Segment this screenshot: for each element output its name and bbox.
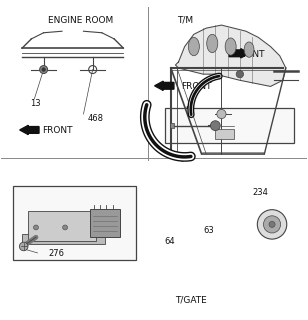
Text: T/GATE: T/GATE	[175, 295, 207, 304]
Circle shape	[42, 68, 46, 71]
Text: FRONT: FRONT	[182, 82, 212, 91]
Circle shape	[40, 66, 48, 74]
Bar	[165, 108, 294, 143]
Text: 63: 63	[203, 226, 214, 235]
Bar	[170, 123, 174, 128]
Ellipse shape	[244, 42, 254, 57]
Bar	[215, 129, 234, 139]
Circle shape	[210, 121, 220, 131]
Ellipse shape	[225, 38, 236, 55]
Bar	[4, 22, 145, 157]
Bar	[151, 22, 307, 157]
Text: 64: 64	[165, 237, 175, 246]
Text: 276: 276	[48, 249, 64, 258]
Text: FRONT: FRONT	[42, 126, 73, 135]
FancyArrow shape	[229, 49, 249, 58]
Circle shape	[63, 225, 67, 230]
Bar	[151, 160, 307, 310]
Circle shape	[217, 109, 226, 119]
Circle shape	[263, 216, 281, 233]
Circle shape	[236, 70, 244, 78]
Text: ENGINE ROOM: ENGINE ROOM	[48, 16, 113, 25]
Circle shape	[19, 242, 28, 251]
Bar	[13, 186, 136, 260]
Text: T/M: T/M	[176, 16, 193, 25]
Bar	[90, 209, 120, 237]
Circle shape	[34, 225, 38, 230]
Ellipse shape	[207, 34, 218, 53]
Text: 234: 234	[252, 188, 268, 197]
Circle shape	[257, 210, 287, 239]
Text: 468: 468	[88, 114, 104, 123]
Bar	[22, 234, 105, 244]
FancyArrow shape	[155, 81, 174, 90]
Circle shape	[269, 221, 275, 228]
Text: 13: 13	[30, 99, 40, 108]
FancyArrow shape	[20, 125, 39, 134]
Ellipse shape	[188, 37, 199, 56]
Bar	[28, 211, 96, 241]
Bar	[4, 160, 145, 310]
Text: FRONT: FRONT	[234, 50, 264, 59]
Polygon shape	[176, 25, 286, 86]
